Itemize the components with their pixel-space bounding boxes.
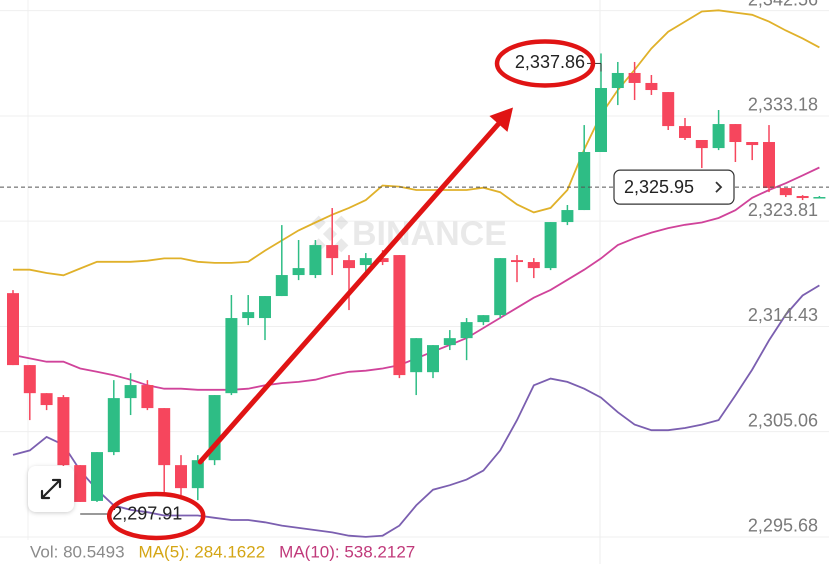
expand-icon[interactable] [40, 478, 62, 500]
y-tick-label: 2,295.68 [748, 516, 818, 536]
candle-body [191, 460, 204, 489]
candle-body [225, 318, 238, 394]
candle-body [158, 408, 171, 466]
expand-button[interactable] [28, 466, 74, 512]
candle-body [561, 210, 574, 223]
candle-body [611, 72, 624, 89]
candle-body [813, 197, 826, 199]
candle-body [259, 296, 271, 319]
arrow-head [489, 107, 513, 132]
footer-stat: MA(5): 284.1622 [139, 542, 266, 561]
candle-body [662, 92, 675, 127]
candle-body [544, 222, 557, 269]
high-circle [494, 39, 596, 88]
y-tick-label: 2,323.81 [748, 200, 818, 220]
candle-body [7, 293, 19, 366]
candle-body [712, 124, 725, 149]
candle-body [427, 345, 439, 373]
candle-body [292, 268, 305, 276]
candle-body [628, 72, 641, 83]
candle-body [275, 275, 288, 297]
y-tick-label: 2,342.56 [748, 0, 818, 9]
high-label: 2,337.86 [515, 52, 585, 72]
candle-body [746, 142, 759, 146]
candle-body [595, 88, 607, 153]
candle-body [477, 315, 490, 323]
last-price-tag[interactable] [613, 169, 735, 205]
y-tick-label: 2,314.43 [748, 305, 818, 325]
candle-body [679, 126, 691, 138]
candle-body [578, 152, 591, 211]
candle-body [326, 245, 339, 259]
candle-body [242, 312, 255, 319]
candle-body [343, 260, 355, 269]
candle-body [107, 398, 120, 453]
chevron[interactable] [715, 181, 723, 193]
candle-body [460, 322, 473, 339]
low-label: 2,297.91 [112, 504, 182, 524]
indicator-line [12, 284, 820, 538]
candle-body [511, 260, 523, 263]
candle-body [124, 385, 137, 399]
last-price-label[interactable]: 2,325.95 [624, 177, 694, 197]
arrow-shaft [197, 121, 501, 465]
candle-body [443, 338, 456, 346]
candle-body [527, 262, 540, 269]
low-circle [106, 491, 206, 541]
candle-body [175, 465, 187, 489]
candle-body [494, 258, 507, 316]
candle-body [141, 385, 154, 409]
candle-body [359, 258, 372, 266]
candle-body [40, 393, 53, 406]
candle-body [729, 124, 742, 143]
indicator-line [13, 9, 820, 277]
candle-body [309, 245, 322, 276]
y-tick-label: 2,333.18 [748, 95, 818, 115]
y-tick-label: 2,305.06 [748, 410, 818, 430]
candle-body [763, 142, 775, 189]
candle-body [91, 452, 103, 501]
candle-body [695, 139, 708, 149]
candle-body [57, 397, 70, 466]
candle-body [393, 255, 406, 376]
candle-body [376, 258, 389, 263]
footer-stat: MA(10): 538.2127 [279, 542, 415, 561]
candle-body [410, 338, 423, 373]
candle-body [23, 365, 36, 394]
candle-body [74, 465, 87, 502]
candle-body [796, 196, 809, 199]
candle-body [779, 188, 792, 196]
candle-body [645, 82, 658, 91]
footer-stat: Vol: 80.5493 [30, 542, 125, 561]
watermark-text: BINANCE [352, 215, 507, 253]
